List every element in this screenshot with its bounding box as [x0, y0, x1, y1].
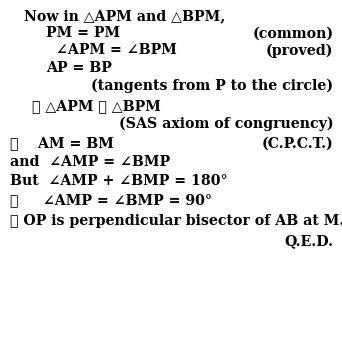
Text: Q.E.D.: Q.E.D.: [285, 234, 333, 248]
Text: and  ∠AMP = ∠BMP: and ∠AMP = ∠BMP: [10, 155, 170, 169]
Text: PM = PM: PM = PM: [46, 26, 120, 40]
Text: ∴ OP is perpendicular bisector of AB at M.: ∴ OP is perpendicular bisector of AB at …: [10, 214, 342, 228]
Text: (SAS axiom of congruency): (SAS axiom of congruency): [119, 117, 333, 131]
Text: ∴ △APM ≅ △BPM: ∴ △APM ≅ △BPM: [32, 99, 161, 113]
Text: ∠APM = ∠BPM: ∠APM = ∠BPM: [56, 43, 177, 58]
Text: (tangents from P to the circle): (tangents from P to the circle): [91, 79, 333, 93]
Text: ∴     ∠AMP = ∠BMP = 90°: ∴ ∠AMP = ∠BMP = 90°: [10, 193, 212, 207]
Text: But  ∠AMP + ∠BMP = 180°: But ∠AMP + ∠BMP = 180°: [10, 174, 228, 188]
Text: ∴    AM = BM: ∴ AM = BM: [10, 137, 114, 151]
Text: AP = BP: AP = BP: [46, 61, 112, 75]
Text: (common): (common): [252, 26, 333, 40]
Text: (proved): (proved): [266, 43, 333, 58]
Text: Now in △APM and △BPM,: Now in △APM and △BPM,: [24, 9, 225, 23]
Text: (C.P.C.T.): (C.P.C.T.): [262, 137, 333, 151]
